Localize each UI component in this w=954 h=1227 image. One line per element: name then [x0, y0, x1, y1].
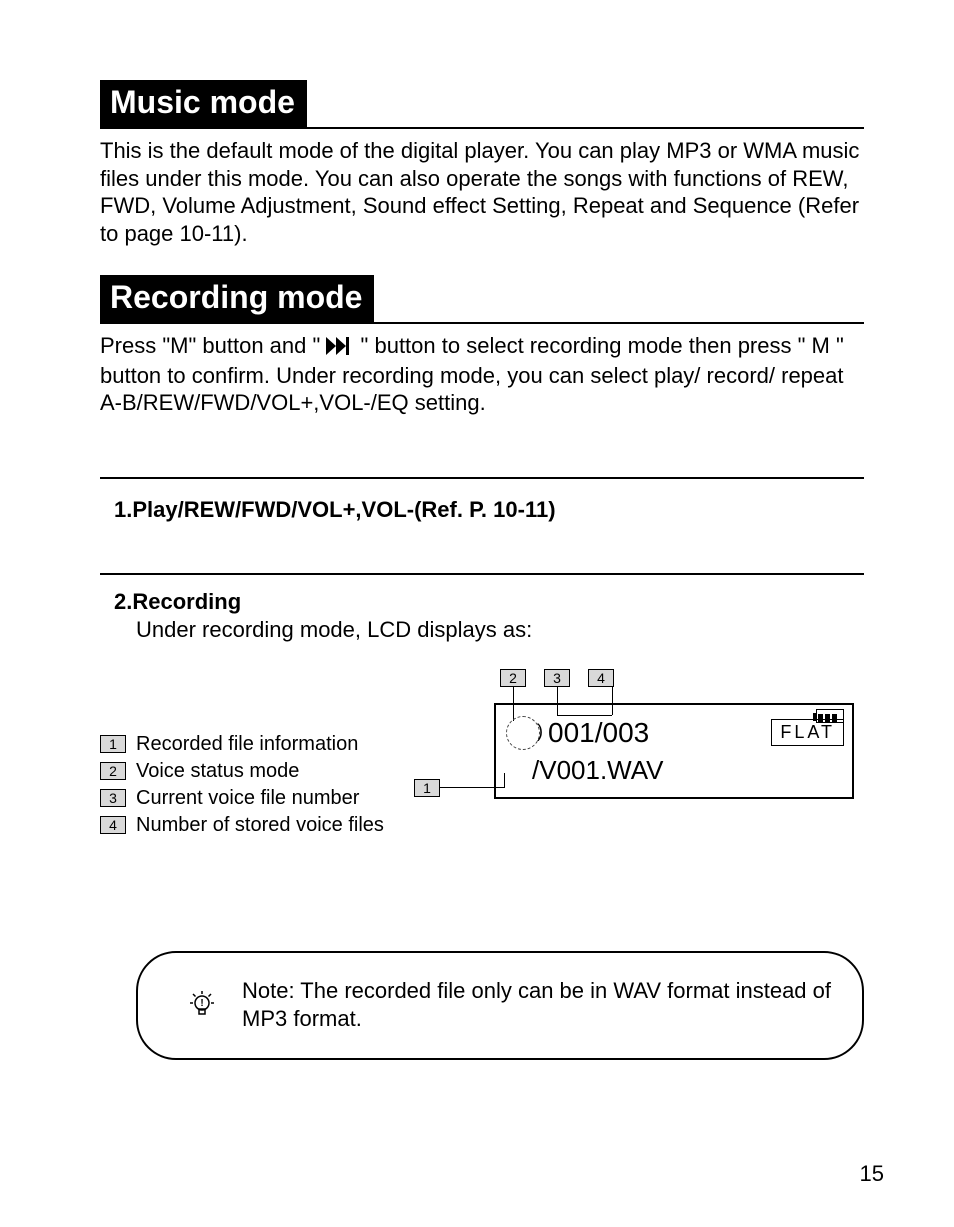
legend-item: 4 Number of stored voice files — [100, 814, 440, 837]
callout-number-box: 3 — [544, 669, 570, 687]
note-text: Note: The recorded file only can be in W… — [242, 977, 832, 1034]
legend-item: 1 Recorded file information — [100, 733, 440, 756]
lcd-screen: 001/003 FLAT /V001.WAV — [494, 703, 854, 799]
lightbulb-icon: ! — [186, 989, 218, 1021]
lcd-diagram-area: 1 Recorded file information 2 Voice status… — [100, 703, 864, 841]
recording-mode-body: Press "M" button and " " button to selec… — [100, 332, 864, 417]
page-number: 15 — [860, 1161, 884, 1187]
recording-mode-title: Recording mode — [100, 275, 374, 322]
music-mode-body: This is the default mode of the digital … — [100, 137, 864, 247]
note-box: ! Note: The recorded file only can be in… — [136, 951, 864, 1060]
callout-number-box: 4 — [588, 669, 614, 687]
sub-section-2-title: 2.Recording — [114, 589, 864, 615]
sub-section-2-body: Under recording mode, LCD displays as: — [136, 617, 864, 643]
fast-forward-icon — [326, 334, 354, 362]
voice-mode-icon — [506, 716, 540, 750]
legend-text: Recorded file information — [136, 733, 358, 756]
lcd-top-callouts: 2 3 4 — [500, 669, 614, 687]
legend-number-box: 4 — [100, 816, 126, 834]
lcd-filename: /V001.WAV — [496, 755, 852, 786]
battery-icon — [816, 709, 844, 728]
legend-text: Current voice file number — [136, 787, 359, 810]
legend-number-box: 1 — [100, 735, 126, 753]
rule — [100, 322, 864, 324]
sub-section-1: 1.Play/REW/FWD/VOL+,VOL-(Ref. P. 10-11) — [114, 497, 864, 523]
callout-number-box: 2 — [500, 669, 526, 687]
legend-number-box: 2 — [100, 762, 126, 780]
legend-item: 2 Voice status mode — [100, 760, 440, 783]
music-mode-title: Music mode — [100, 80, 307, 127]
rule — [100, 573, 864, 575]
rec-body-pre: Press "M" button and " — [100, 333, 326, 358]
legend-text: Voice status mode — [136, 760, 299, 783]
lcd-track-number: 001/003 — [548, 717, 649, 749]
legend-item: 3 Current voice file number — [100, 787, 440, 810]
rule — [100, 127, 864, 129]
legend: 1 Recorded file information 2 Voice status… — [100, 733, 440, 837]
rule — [100, 477, 864, 479]
callout-number-box: 1 — [414, 779, 440, 797]
legend-text: Number of stored voice files — [136, 814, 384, 837]
legend-number-box: 3 — [100, 789, 126, 807]
svg-text:!: ! — [200, 998, 203, 1009]
